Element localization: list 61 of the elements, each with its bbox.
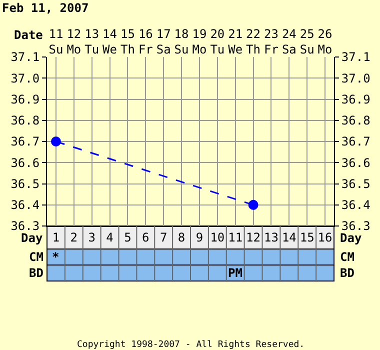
y-tick-label: 37.1 <box>10 50 40 64</box>
y-tick-label: 36.5 <box>10 176 40 191</box>
y-tick-label: 37.0 <box>10 71 40 86</box>
y2-tick-label: 36.9 <box>341 92 370 106</box>
y2-tick-label: 36.5 <box>341 176 370 191</box>
x-tick-label: 13 Tu <box>84 27 100 57</box>
text: Copyright 1998-2007 - All Rights Reserved. <box>77 340 305 350</box>
x2-tick-label: 9 <box>196 230 204 244</box>
y-tick-label: 36.6 <box>10 156 40 170</box>
x-tick-label: 18 Su <box>174 27 189 57</box>
y2-tick-label: 36.7 <box>341 134 370 149</box>
x2-tick-label: 13 <box>264 230 278 244</box>
x2-tick-label: 3 <box>88 230 96 244</box>
text: BD <box>29 266 44 280</box>
y2-tick-label: 37.0 <box>341 71 370 86</box>
x-tick-label: 14 We <box>102 27 118 57</box>
x2-tick-label: 8 <box>178 230 186 244</box>
x-tick-label: 22 Th <box>246 27 261 57</box>
x2-axis-title: Day <box>21 231 43 245</box>
x-tick-label: 25 Su <box>300 27 314 57</box>
x-tick-label: 17 Sa <box>156 27 171 57</box>
x-tick-label: 15 Th <box>120 27 135 57</box>
x-tick-label: 12 Mo <box>66 27 82 57</box>
x2-tick-label: 14 <box>282 230 296 244</box>
chart-title: Feb 11, 2007 <box>2 1 89 15</box>
x-axis-title: Date <box>14 28 43 42</box>
x2-tick-label: 10 <box>210 230 225 244</box>
y2-tick-label: 36.3 <box>341 219 370 234</box>
x2-tick-label: 4 <box>106 230 114 244</box>
x-tick-label: 24 Sa <box>282 27 296 57</box>
x-tick-label: 26 Mo <box>318 27 332 57</box>
x2-tick-label: 12 <box>246 230 261 244</box>
x2-tick-label: 1 <box>52 230 60 244</box>
y2-tick-label: 37.1 <box>341 50 370 64</box>
x2-tick-label: 5 <box>124 230 132 244</box>
y-tick-label: 36.9 <box>10 92 40 106</box>
y-tick-label: 36.4 <box>10 198 40 212</box>
y2-tick-label: 36.8 <box>341 114 370 128</box>
x-tick-label: 11 Su <box>48 27 64 57</box>
x2-tick-label: 2 <box>70 230 78 244</box>
text: * <box>52 250 60 264</box>
y-tick-label: 36.8 <box>10 114 40 128</box>
y2-tick-label: 36.6 <box>341 156 370 170</box>
x-tick-label: 20 Tu <box>210 27 225 57</box>
text: BD <box>340 266 354 280</box>
y2-tick-label: 36.4 <box>341 198 370 212</box>
x-tick-label: 19 Mo <box>192 27 207 57</box>
y-tick-label: 36.7 <box>10 134 40 149</box>
text: CM <box>29 250 44 264</box>
x-tick-label: 23 Fr <box>264 27 278 57</box>
x2-tick-label: 7 <box>160 230 168 244</box>
x2-tick-label: 15 <box>300 230 314 244</box>
text: Day <box>340 231 362 245</box>
text: PM <box>228 266 242 280</box>
x-tick-label: 16 Fr <box>138 27 153 57</box>
text: CM <box>340 250 354 264</box>
x-tick-label: 21 We <box>228 27 243 57</box>
x2-tick-label: 16 <box>318 230 332 244</box>
y-tick-label: 36.3 <box>10 219 40 234</box>
x2-tick-label: 11 <box>228 230 243 244</box>
x2-tick-label: 6 <box>142 230 150 244</box>
